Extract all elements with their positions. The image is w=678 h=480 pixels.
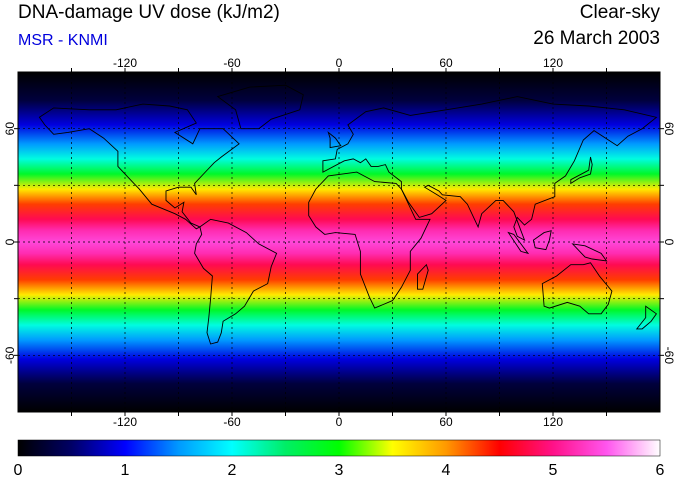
lon-tick-label-top: 60 xyxy=(439,56,453,70)
coastline-new-guinea xyxy=(571,243,608,262)
lon-tick-label-bottom: -60 xyxy=(223,415,241,429)
colorbar-label: 2 xyxy=(228,462,237,479)
colorbar-label: 0 xyxy=(14,462,23,479)
colorbar-label: 3 xyxy=(335,462,344,479)
coastline-greenland xyxy=(216,84,304,130)
lat-tick-label-left: 0 xyxy=(3,238,17,245)
colorbar-label: 5 xyxy=(549,462,558,479)
sky-condition: Clear-sky xyxy=(579,2,660,23)
lat-tick-label-right: -60 xyxy=(662,347,676,365)
map-subtitle: MSR - KNMI xyxy=(18,32,108,49)
lat-tick-label-right: 60 xyxy=(662,122,676,136)
lon-tick-label-top: 120 xyxy=(543,56,563,70)
colorbar-label: 4 xyxy=(442,462,451,479)
coastline-japan xyxy=(570,156,593,185)
colorbar-label: 6 xyxy=(656,462,665,479)
lon-tick-label-top: -60 xyxy=(223,56,241,70)
coastline-borneo xyxy=(532,230,552,251)
lat-tick-label-left: 60 xyxy=(3,122,17,136)
colorbar xyxy=(17,439,661,457)
coastline-africa xyxy=(308,171,431,309)
coastline-madagascar xyxy=(417,263,429,290)
map-title: DNA-damage UV dose (kJ/m2) xyxy=(18,2,280,23)
coastline-eurasia xyxy=(322,96,658,242)
lon-tick-label-top: 0 xyxy=(336,56,343,70)
coastline-new-zealand xyxy=(635,305,658,330)
map-date: 26 March 2003 xyxy=(533,28,660,49)
lon-tick-label-bottom: 120 xyxy=(543,415,563,429)
coastline-north-america xyxy=(38,103,240,230)
lon-tick-label-bottom: -120 xyxy=(113,415,137,429)
lon-tick-label-bottom: 0 xyxy=(336,415,343,429)
coastline-uk xyxy=(327,131,342,149)
lon-tick-label-top: -120 xyxy=(113,56,137,70)
coastline-sumatra xyxy=(507,231,530,255)
colorbar-label: 1 xyxy=(121,462,130,479)
lat-tick-label-right: 0 xyxy=(662,239,676,246)
coastline-south-america xyxy=(194,218,278,345)
coastline-australia xyxy=(541,262,613,315)
lon-tick-label-bottom: 60 xyxy=(439,415,453,429)
lat-tick-label-left: -60 xyxy=(3,346,17,364)
